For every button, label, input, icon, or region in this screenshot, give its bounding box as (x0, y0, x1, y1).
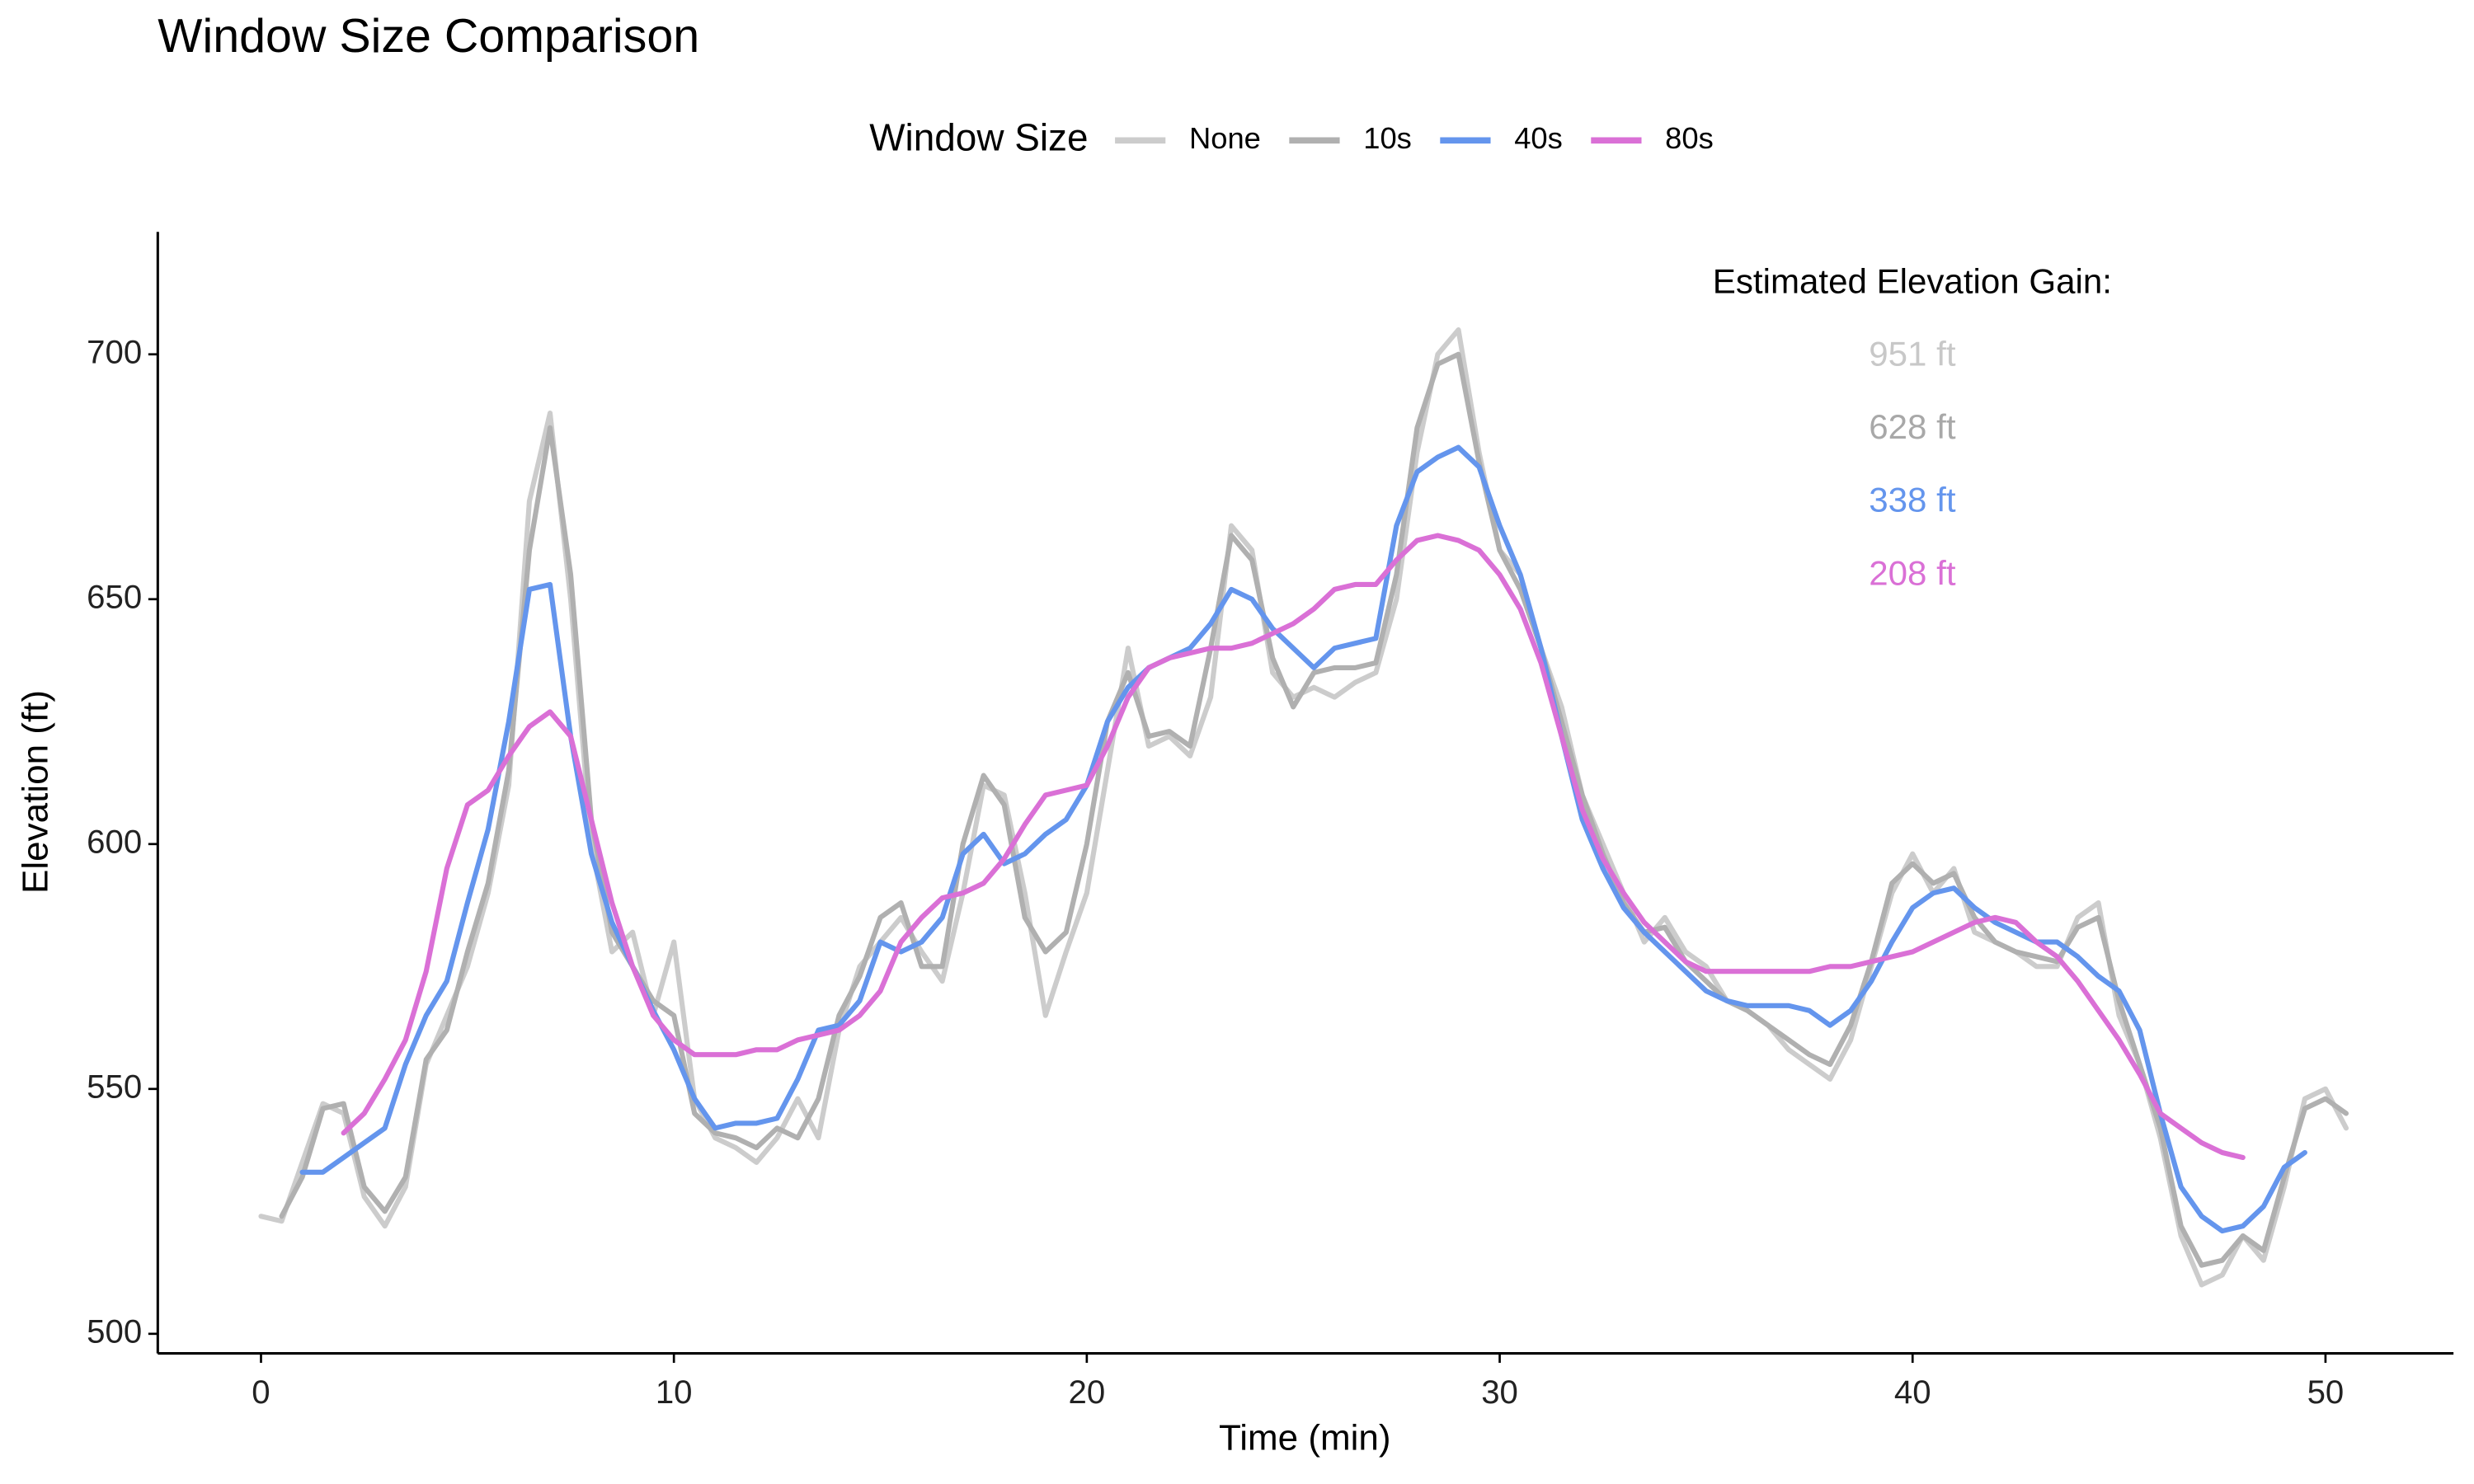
legend-label: 10s (1363, 121, 1412, 155)
annotation-label: 208 ft (1869, 553, 1956, 592)
series-line (258, 327, 2349, 1288)
y-tick-label: 700 (87, 333, 142, 370)
x-tick-label: 50 (2307, 1374, 2345, 1411)
x-tick-label: 10 (656, 1374, 693, 1411)
x-tick-label: 30 (1481, 1374, 1518, 1411)
x-tick-label: 0 (252, 1374, 270, 1411)
series-line (299, 444, 2307, 1234)
y-axis-title: Elevation (ft) (16, 690, 56, 894)
series-line (341, 533, 2246, 1161)
legend-label: 40s (1514, 121, 1563, 155)
annotation-label: 338 ft (1869, 481, 1956, 519)
annotation-label: 628 ft (1869, 407, 1956, 446)
legend-label: None (1189, 121, 1261, 155)
legend-title: Window Size (869, 115, 1088, 158)
legend-label: 80s (1665, 121, 1714, 155)
annotation-label: 951 ft (1869, 335, 1956, 373)
x-axis-title: Time (min) (1219, 1417, 1391, 1458)
y-tick-label: 600 (87, 823, 142, 860)
chart-title: Window Size Comparison (158, 10, 699, 63)
y-tick-label: 650 (87, 578, 142, 615)
y-tick-label: 500 (87, 1313, 142, 1350)
x-tick-label: 20 (1069, 1374, 1106, 1411)
y-tick-label: 550 (87, 1068, 142, 1105)
x-tick-label: 40 (1894, 1374, 1931, 1411)
annotation-title: Estimated Elevation Gain: (1713, 262, 2112, 301)
